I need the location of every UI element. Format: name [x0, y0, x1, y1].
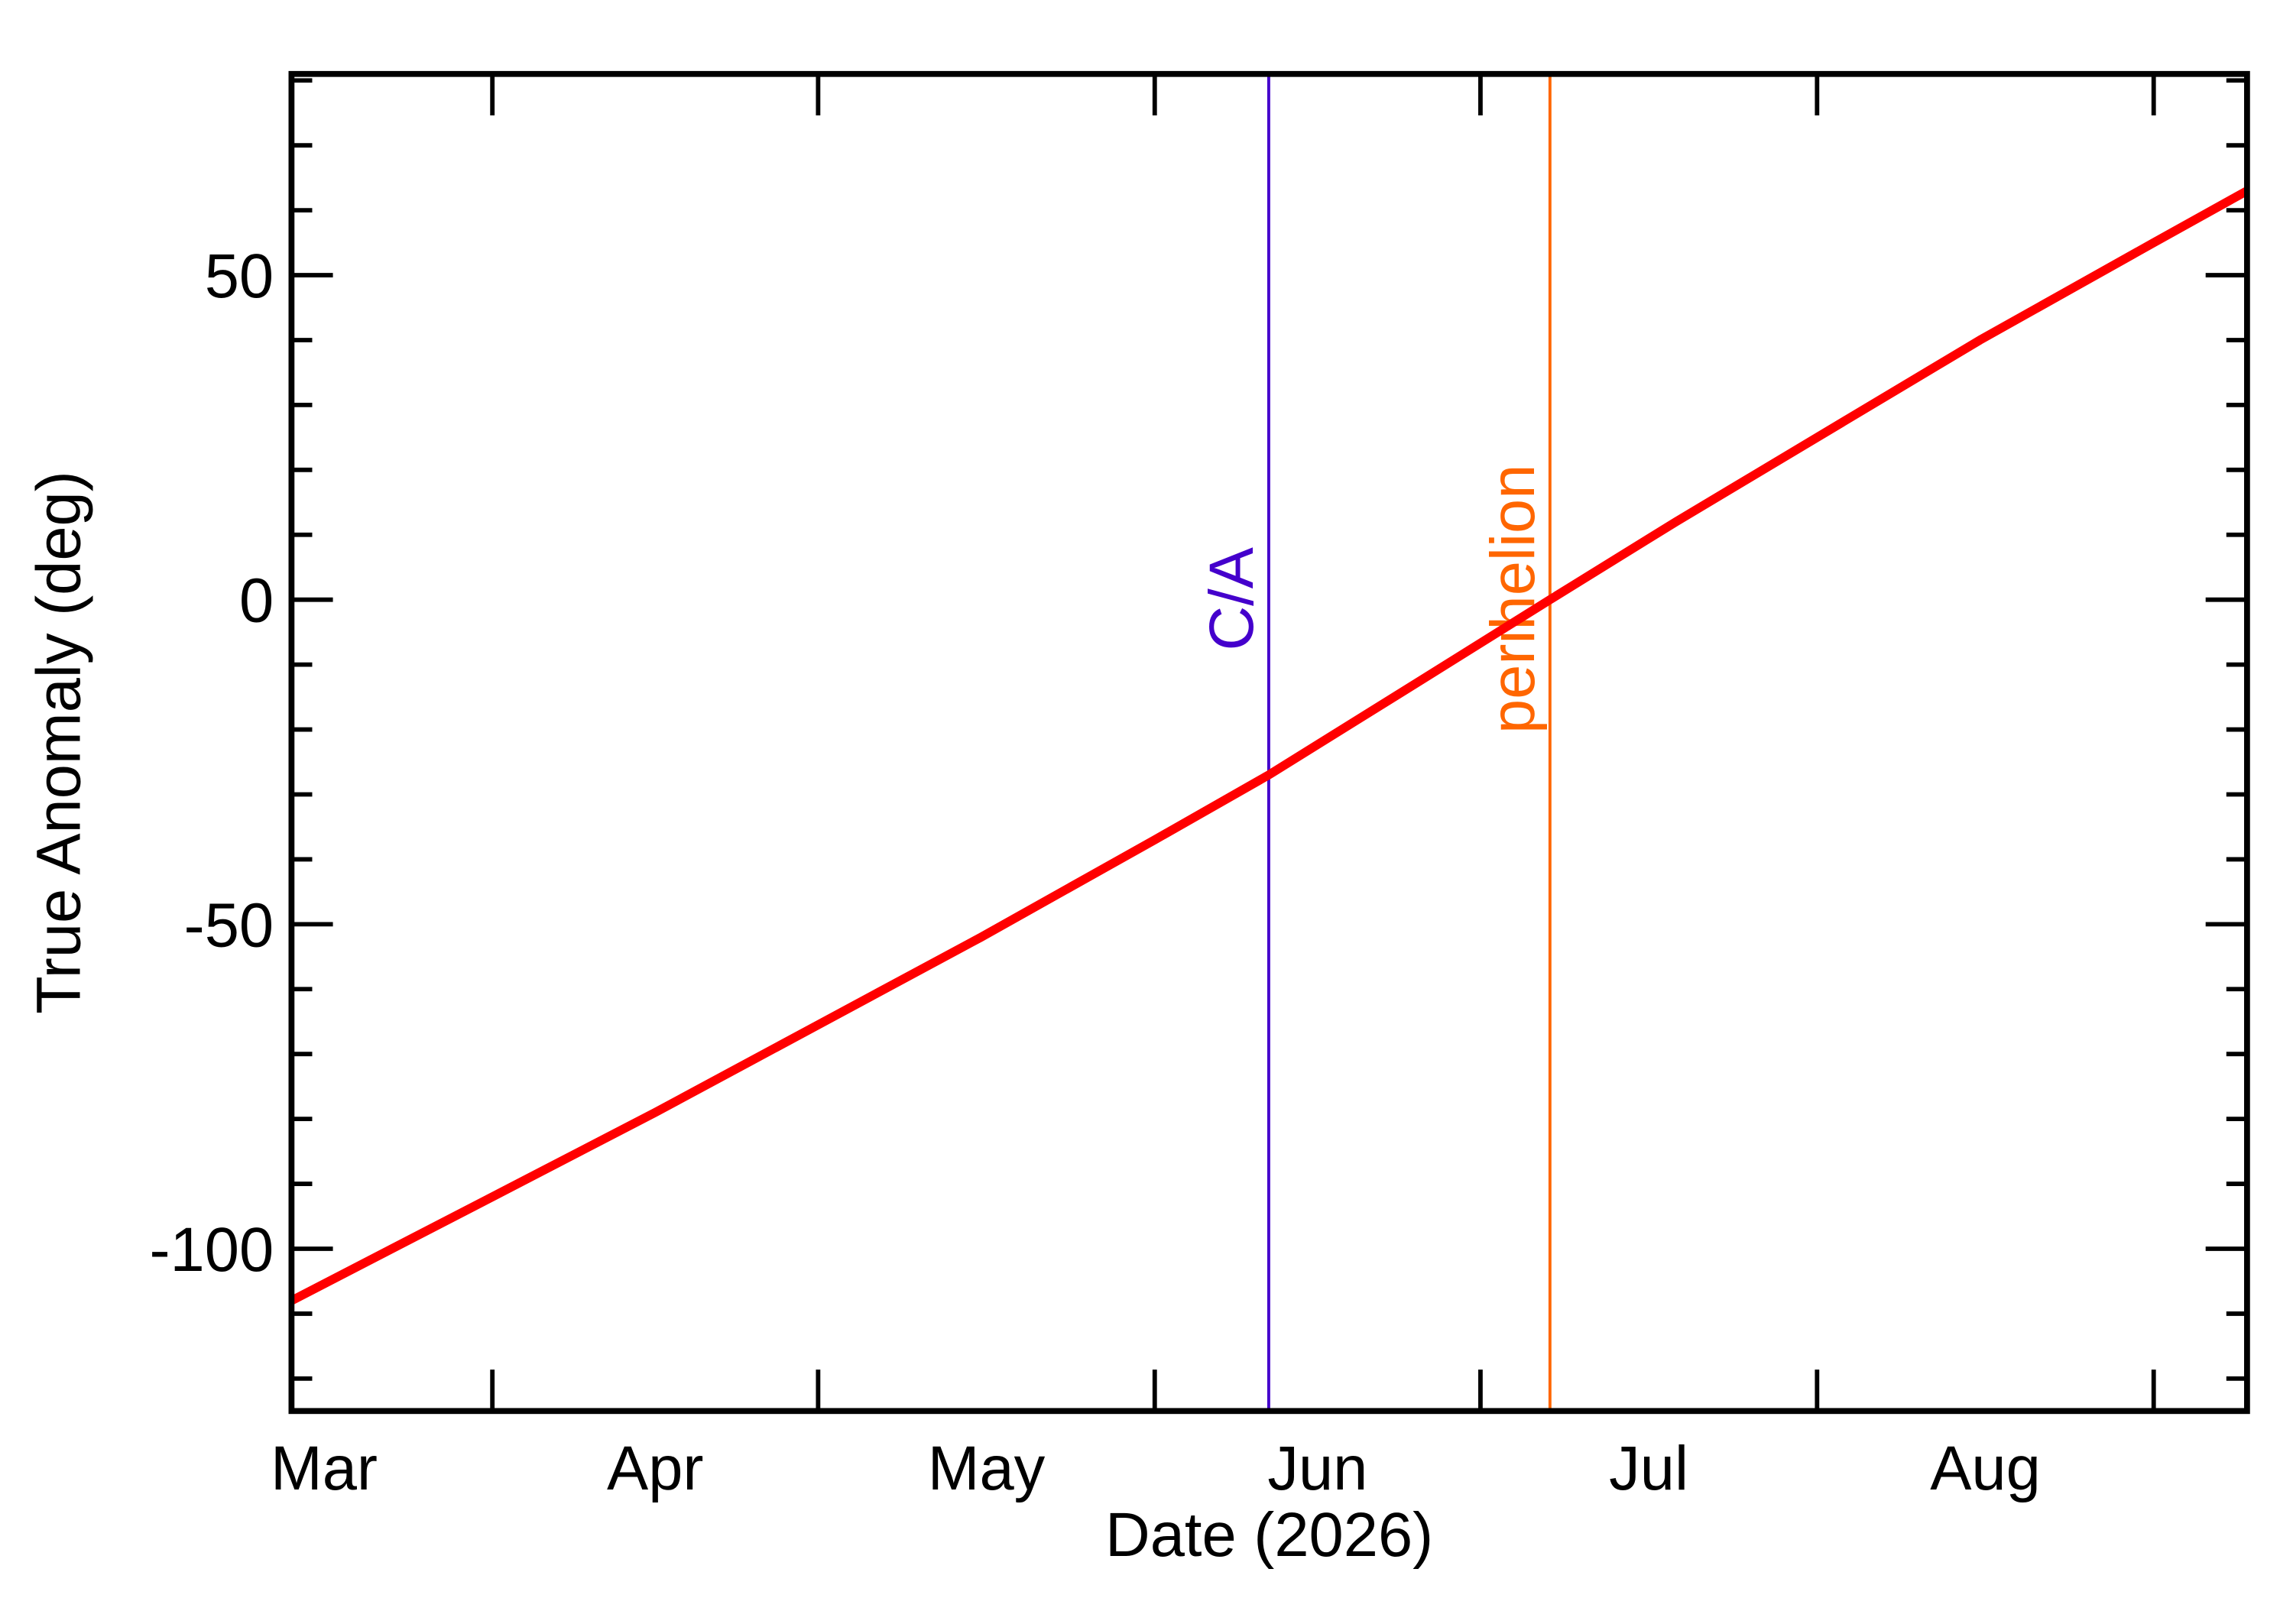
x-tick-label: May [928, 1434, 1046, 1503]
x-tick-label: Aug [1930, 1434, 2041, 1503]
x-tick-label: Mar [271, 1434, 378, 1503]
y-tick-label: -100 [149, 1215, 274, 1285]
y-tick-label: -50 [184, 890, 274, 960]
x-tick-label: Apr [607, 1434, 703, 1503]
y-tick-label: 50 [205, 241, 274, 311]
y-axis-label: True Anomaly (deg) [24, 471, 94, 1014]
x-tick-label: Jul [1609, 1434, 1688, 1503]
x-axis-label: Date (2026) [1105, 1500, 1433, 1570]
data-line [289, 186, 2249, 1305]
event-label: C/A [1197, 546, 1267, 650]
x-tick-label: Jun [1267, 1434, 1367, 1503]
plot-frame [288, 70, 2250, 1415]
event-label: perihelion [1478, 465, 1548, 734]
y-tick-label: 0 [239, 566, 274, 636]
